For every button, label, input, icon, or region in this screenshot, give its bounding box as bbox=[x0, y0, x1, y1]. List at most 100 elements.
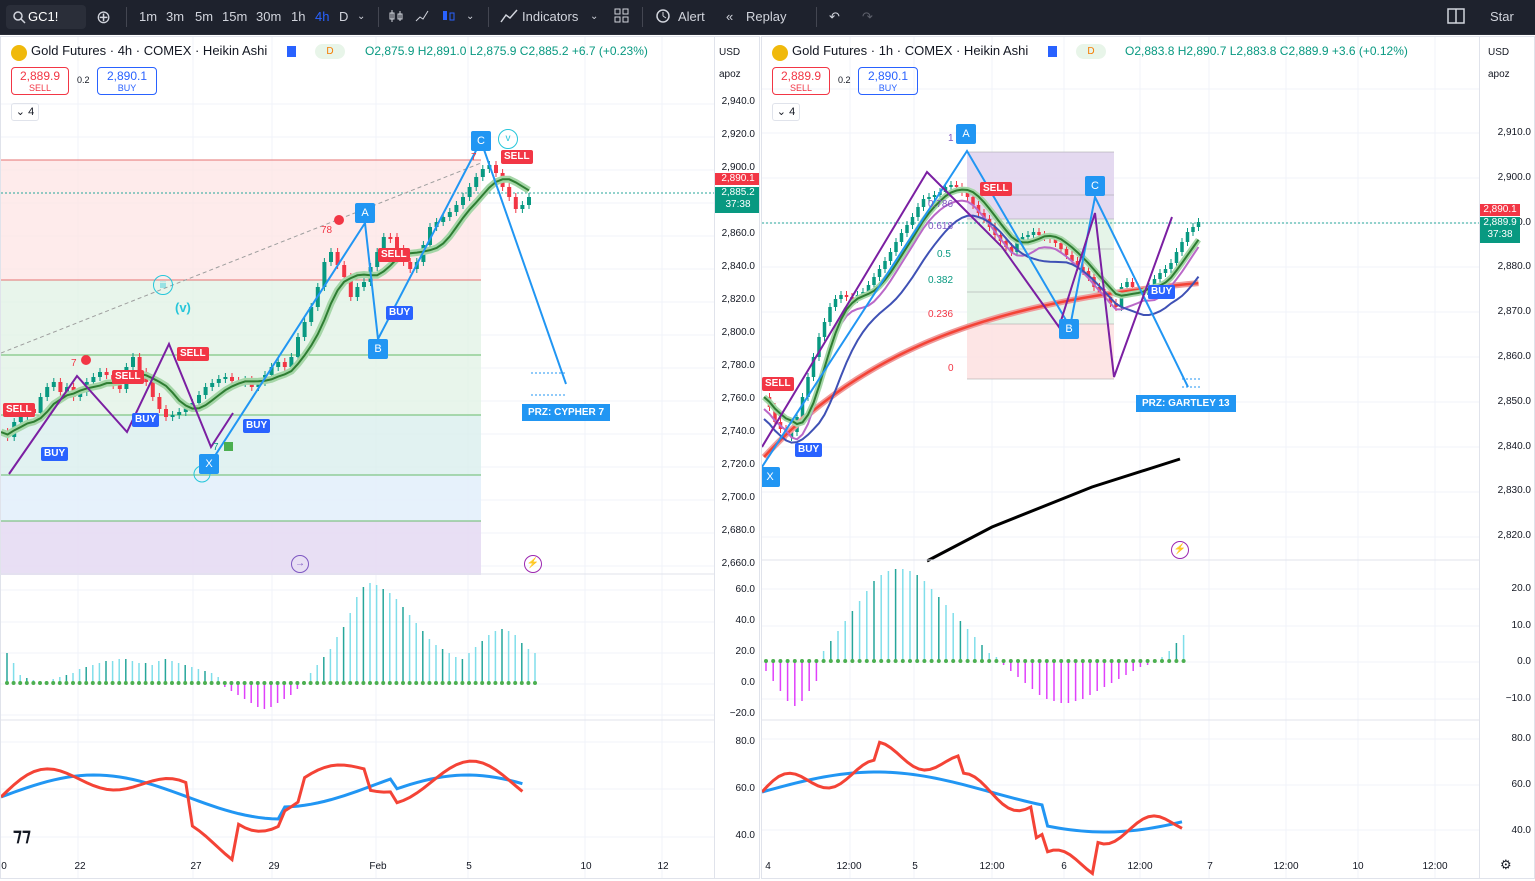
chevron-down-icon[interactable]: ⌄ bbox=[466, 11, 475, 22]
osc-tick: 60.0 bbox=[735, 584, 755, 595]
symbol-text: GC1! bbox=[28, 9, 59, 24]
candle bbox=[375, 252, 380, 267]
indicators-button[interactable]: Indicators bbox=[522, 9, 579, 24]
flag-icon[interactable] bbox=[1048, 46, 1057, 57]
flag-icon[interactable] bbox=[287, 46, 296, 57]
undo-icon[interactable]: ↶ bbox=[829, 9, 840, 24]
time-tick: 12:00 bbox=[1422, 861, 1448, 872]
price-tag-green: 2,889.9 37:38 bbox=[1480, 217, 1520, 243]
interval-3m[interactable]: 3m bbox=[166, 9, 185, 24]
fib-label: 0.5 bbox=[937, 249, 951, 260]
currency-selector[interactable]: USD bbox=[719, 47, 741, 58]
legend-title: Gold Futures · 1h · COMEX · Heikin Ashi bbox=[792, 43, 1029, 58]
osc-tick: 20.0 bbox=[735, 646, 755, 657]
chart-pane-right[interactable]: Gold Futures · 1h · COMEX · Heikin Ashi … bbox=[761, 36, 1535, 879]
chart-pane-left[interactable]: Gold Futures · 4h · COMEX · Heikin Ashi … bbox=[0, 36, 760, 879]
zero-dot bbox=[987, 659, 992, 663]
redo-icon[interactable]: ↷ bbox=[862, 9, 873, 24]
zero-dot bbox=[500, 681, 504, 685]
alert-icon[interactable] bbox=[655, 0, 671, 34]
candle bbox=[1026, 235, 1030, 237]
alert-button[interactable]: Alert bbox=[678, 9, 705, 24]
templates-icon[interactable] bbox=[614, 0, 630, 34]
zero-dot bbox=[1073, 659, 1078, 663]
price-axis[interactable]: USD apoz 2,940.02,920.02,900.02,880.02,8… bbox=[714, 37, 759, 878]
add-symbol-icon[interactable]: ⊕ bbox=[96, 7, 112, 27]
time-tick: 27 bbox=[190, 861, 202, 872]
zero-dot bbox=[84, 681, 89, 685]
indicators-icon[interactable] bbox=[500, 0, 518, 34]
zero-dot bbox=[1037, 659, 1042, 663]
price-tick: 2,740.0 bbox=[721, 426, 755, 437]
chart-canvas-1h[interactable] bbox=[762, 37, 1480, 879]
time-tick: 12:00 bbox=[1127, 861, 1153, 872]
layout-icon[interactable] bbox=[1447, 0, 1465, 34]
candle bbox=[137, 357, 142, 372]
zero-dot bbox=[137, 681, 141, 685]
replay-icon[interactable]: « bbox=[726, 9, 734, 24]
interval-15m[interactable]: 15m bbox=[222, 9, 248, 24]
buy-button[interactable]: 2,890.1 BUY bbox=[97, 67, 157, 95]
settings-icon[interactable]: ⚙ bbox=[1500, 857, 1512, 872]
interval-1h[interactable]: 1h bbox=[291, 9, 306, 24]
session-badge: D bbox=[1076, 44, 1106, 59]
star-button[interactable]: Star bbox=[1490, 9, 1514, 24]
bars-style-icon[interactable] bbox=[388, 0, 404, 34]
zero-dot bbox=[879, 659, 884, 663]
zero-dot bbox=[183, 681, 188, 685]
ohlc-values: O2,875.9 H2,891.0 L2,875.9 C2,885.2 +6.7… bbox=[365, 44, 648, 58]
zero-dot bbox=[1138, 659, 1143, 663]
ema-blue bbox=[763, 214, 1200, 444]
rsi-tick: 60.0 bbox=[735, 783, 755, 794]
zero-dot bbox=[328, 681, 333, 685]
zero-dot bbox=[176, 681, 181, 685]
interval-D[interactable]: D bbox=[339, 9, 349, 24]
candle bbox=[872, 277, 876, 285]
currency-selector[interactable]: USD bbox=[1488, 47, 1510, 58]
zero-dot bbox=[189, 681, 194, 685]
zero-dot bbox=[407, 681, 412, 685]
price-axis[interactable]: USD apoz 2,910.02,900.02,890.02,880.02,8… bbox=[1479, 37, 1534, 878]
lightning-icon[interactable]: ⚡ bbox=[524, 555, 542, 573]
prz-label: PRZ: GARTLEY 13 bbox=[1136, 395, 1236, 412]
line-style-icon[interactable] bbox=[414, 0, 430, 34]
zero-dot bbox=[282, 681, 287, 685]
candles-icon[interactable] bbox=[440, 0, 456, 34]
zero-dot bbox=[447, 681, 452, 685]
scale-mode[interactable]: apoz bbox=[1488, 69, 1510, 80]
time-tick: 5 bbox=[466, 861, 472, 872]
sell-button[interactable]: 2,889.9 SELL bbox=[772, 67, 830, 95]
scale-mode[interactable]: apoz bbox=[719, 69, 741, 80]
buy-button[interactable]: 2,890.1 BUY bbox=[858, 67, 918, 95]
chevron-down-icon[interactable]: ⌄ bbox=[590, 11, 599, 22]
interval-5m[interactable]: 5m bbox=[195, 9, 214, 24]
interval-30m[interactable]: 30m bbox=[256, 9, 282, 24]
top-toolbar: GC1! ⊕ 1m 3m 5m 15m 30m 1h 4h D ⌄ ⌄ Indi… bbox=[0, 0, 1535, 35]
zero-dot bbox=[513, 681, 518, 685]
candle bbox=[1081, 267, 1085, 271]
time-tick: 0 bbox=[1, 861, 7, 872]
chevron-down-icon[interactable]: ⌄ bbox=[357, 11, 366, 22]
sell-button[interactable]: 2,889.9 SELL bbox=[11, 67, 69, 95]
lightning-icon[interactable]: ⚡ bbox=[1171, 541, 1189, 559]
chart-canvas-4h[interactable] bbox=[1, 37, 715, 879]
arrow-right-icon[interactable]: → bbox=[291, 555, 309, 573]
zero-dot bbox=[1044, 659, 1049, 663]
candle bbox=[1108, 297, 1113, 303]
replay-button[interactable]: Replay bbox=[746, 9, 787, 24]
zero-dot bbox=[222, 681, 227, 685]
interval-1m[interactable]: 1m bbox=[139, 9, 158, 24]
candle bbox=[210, 383, 215, 387]
pattern-point-x: X bbox=[199, 454, 219, 474]
time-tick: Feb bbox=[369, 861, 387, 872]
symbol-search[interactable]: GC1! bbox=[6, 5, 86, 29]
indicators-collapse[interactable]: ⌄ 4 bbox=[772, 103, 800, 121]
candle bbox=[1037, 232, 1041, 235]
candle bbox=[806, 377, 810, 397]
pattern-point-c: C bbox=[471, 131, 491, 151]
interval-4h[interactable]: 4h bbox=[315, 9, 330, 24]
zero-dot bbox=[335, 681, 339, 685]
candle bbox=[965, 192, 970, 197]
indicators-collapse[interactable]: ⌄ 4 bbox=[11, 103, 39, 121]
candle bbox=[894, 242, 898, 252]
